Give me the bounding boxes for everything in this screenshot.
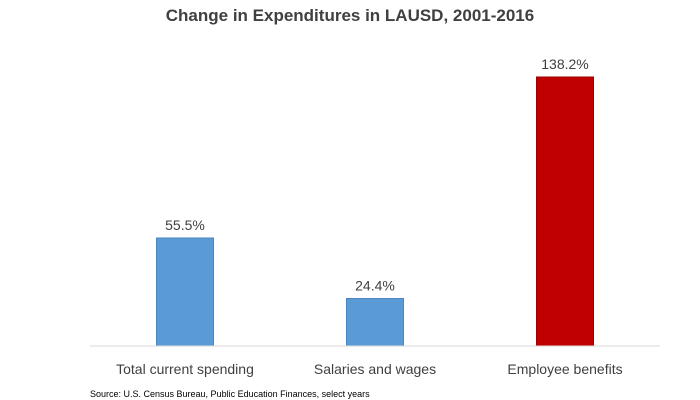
bar-2 xyxy=(536,76,594,347)
data-label-2: 138.2% xyxy=(541,56,588,72)
value-labels-layer: 55.5% 24.4% 138.2% xyxy=(165,56,589,294)
category-label-0: Total current spending xyxy=(116,361,254,377)
category-label-2: Employee benefits xyxy=(507,361,622,377)
data-label-1: 24.4% xyxy=(355,278,395,294)
category-label-1: Salaries and wages xyxy=(314,361,436,377)
source-note: Source: U.S. Census Bureau, Public Educa… xyxy=(90,389,370,399)
category-labels-layer: Total current spending Salaries and wages… xyxy=(116,361,622,377)
data-label-0: 55.5% xyxy=(165,217,205,233)
bar-0 xyxy=(156,237,214,347)
chart-title: Change in Expenditures in LAUSD, 2001-20… xyxy=(165,6,535,25)
bar-1 xyxy=(346,298,404,347)
bars-layer xyxy=(156,76,594,347)
